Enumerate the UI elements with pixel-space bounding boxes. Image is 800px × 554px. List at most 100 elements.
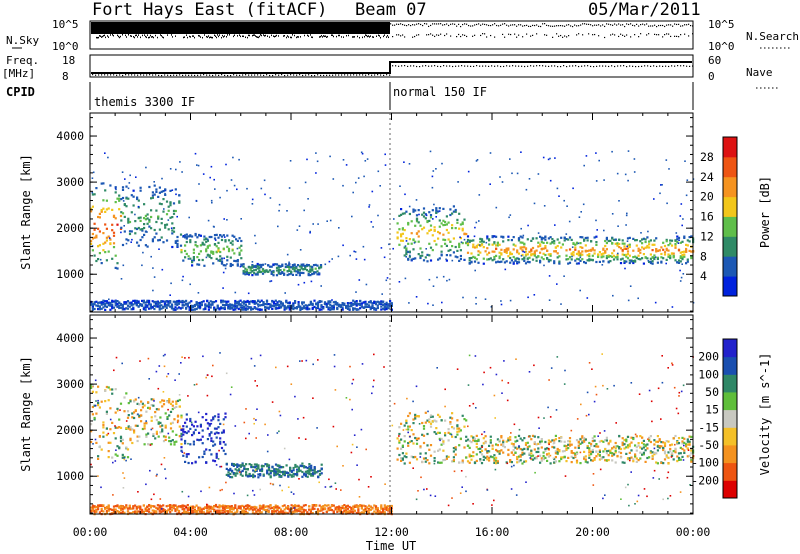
velocity-echo-cell-0: [104, 389, 107, 392]
power-echo-cell-6: [628, 236, 631, 239]
velocity-echo-cell-4: [287, 512, 290, 515]
freq-tick-bottom: 8: [62, 70, 69, 83]
power-echo-cell-5: [414, 257, 417, 260]
velocity-echo-cell-1: [143, 443, 146, 446]
nsearch-point: [194, 36, 195, 39]
nsky-point: [136, 22, 137, 34]
nave-point: [524, 65, 526, 68]
velocity-echo-cell-4: [221, 504, 225, 507]
nsearch-point: [680, 34, 682, 36]
power-echo-cell-6: [681, 251, 684, 254]
power-noise-cell: [463, 238, 466, 241]
velocity-echo-cell-0: [109, 407, 112, 410]
velocity-echo-cell-4: [220, 512, 223, 515]
power-echo-cell-4: [213, 306, 216, 309]
power-echo-cell-6: [551, 238, 554, 241]
power-echo-cell-4: [118, 306, 121, 310]
nsearch-point: [341, 36, 342, 38]
power-noise-cell: [303, 209, 305, 212]
nsky-point: [331, 22, 332, 34]
nsky-point: [494, 23, 496, 25]
power-noise-cell: [251, 203, 254, 205]
power-noise-cell: [516, 172, 519, 175]
power-echo-cell-0: [111, 257, 114, 260]
power-echo-cell-4: [325, 302, 328, 305]
velocity-echo-cell-3: [269, 471, 272, 474]
power-noise-cell: [489, 183, 491, 185]
velocity-echo-cell-1: [129, 437, 132, 440]
power-echo-cell-6: [565, 254, 568, 257]
velocity-echo-cell-4: [185, 505, 188, 508]
power-echo-cell-1: [143, 233, 146, 236]
power-echo-cell-4: [220, 307, 223, 310]
power-echo-cell-6: [600, 256, 603, 259]
power-noise-cell: [213, 178, 215, 181]
power-echo-cell-4: [160, 300, 163, 303]
power-echo-cell-5: [426, 260, 429, 263]
velocity-echo-cell-4: [251, 506, 254, 509]
velocity-echo-cell-1: [155, 432, 158, 435]
power-echo-cell-5: [422, 215, 426, 218]
power-echo-cell-6: [546, 257, 549, 260]
power-noise-cell: [438, 210, 441, 212]
nave-point: [485, 65, 487, 67]
power-echo-cell-1: [160, 222, 163, 225]
velocity-echo-cell-4: [148, 504, 151, 507]
power-echo-cell-4: [132, 303, 135, 306]
power-echo-cell-5: [459, 257, 462, 261]
power-echo-cell-6: [679, 251, 682, 254]
velocity-echo-cell-1: [161, 428, 164, 431]
power-echo-cell-6: [519, 247, 522, 250]
power-echo-cell-4: [102, 306, 105, 309]
power-echo-cell-3: [251, 264, 254, 267]
velocity-echo-cell-3: [313, 471, 316, 474]
velocity-echo-cell-4: [170, 509, 174, 512]
velocity-echo-cell-0: [123, 396, 126, 399]
velocity-echo-cell-1: [168, 399, 171, 402]
power-echo-cell-6: [509, 256, 512, 260]
nave-point: [638, 65, 640, 68]
power-echo-cell-3: [300, 271, 303, 274]
nave-point: [236, 74, 238, 76]
velocity-echo-cell-3: [264, 463, 267, 466]
power-echo-cell-6: [672, 256, 675, 259]
power-echo-cell-6: [677, 261, 681, 264]
power-echo-cell-3: [246, 272, 249, 275]
velocity-echo-cell-4: [323, 507, 327, 510]
velocity-echo-cell-2: [206, 438, 209, 441]
power-echo-cell-2: [233, 252, 236, 255]
power-echo-cell-4: [125, 301, 128, 304]
nave-point: [551, 65, 553, 67]
nsky-point: [430, 24, 432, 27]
power-echo-cell-0: [95, 187, 98, 190]
power-noise-cell: [522, 234, 525, 237]
power-echo-cell-4: [174, 308, 177, 311]
power-noise-cell: [653, 198, 655, 200]
nsky-point: [568, 24, 570, 26]
velocity-echo-cell-4: [302, 510, 305, 513]
velocity-echo-cell-3: [253, 466, 256, 469]
nave-point: [299, 74, 301, 76]
power-noise-cell: [153, 276, 156, 278]
nsky-point: [674, 23, 676, 25]
nsky-point: [634, 25, 636, 27]
nsearch-point: [365, 34, 366, 36]
power-echo-cell-3: [247, 272, 250, 275]
power-echo-cell-6: [676, 238, 679, 241]
power-echo-cell-0: [90, 242, 93, 246]
nsearch-point: [662, 36, 664, 38]
velocity-echo-cell-1: [147, 443, 150, 446]
power-noise-cell: [145, 166, 147, 169]
power-echo-cell-4: [144, 306, 147, 309]
velocity-echo-cell-3: [234, 474, 237, 477]
velocity-echo-cell-4: [188, 506, 191, 509]
velocity-echo-cell-2: [222, 441, 225, 444]
velocity-echo-cell-4: [102, 504, 105, 507]
power-echo-cell-2: [240, 249, 243, 252]
power-noise-cell: [520, 227, 522, 230]
velocity-echo-cell-4: [311, 504, 314, 507]
power-noise-cell: [326, 220, 328, 222]
nave-point: [281, 74, 283, 76]
power-noise-cell: [181, 279, 184, 282]
power-echo-cell-4: [206, 304, 209, 307]
